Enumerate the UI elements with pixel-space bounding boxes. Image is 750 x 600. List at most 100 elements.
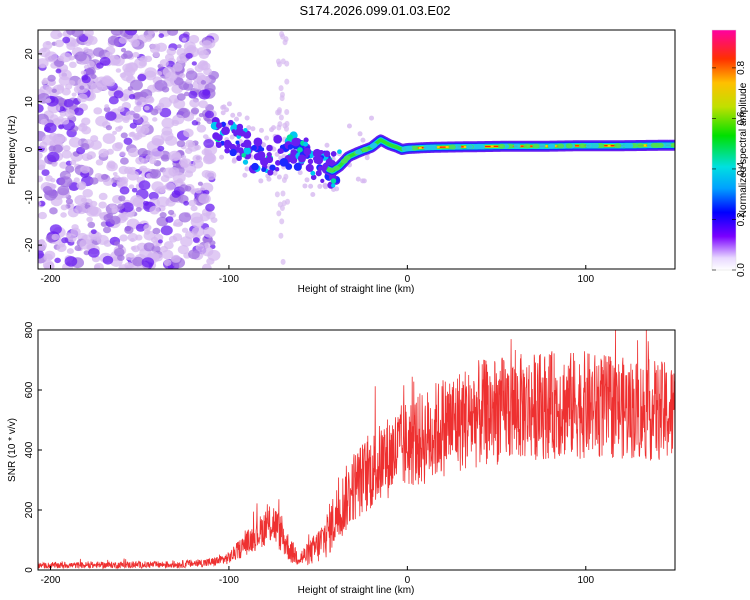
noise-blob xyxy=(79,122,86,128)
signal-blob xyxy=(237,147,244,154)
noise-blob xyxy=(127,232,138,242)
noise-blob xyxy=(189,98,200,108)
noise-blob xyxy=(137,148,148,157)
noise-blob xyxy=(276,174,282,180)
noise-blob xyxy=(203,139,215,149)
y-tick-label: 0 xyxy=(24,146,35,152)
noise-blob xyxy=(152,117,158,122)
signal-blob xyxy=(215,122,223,129)
noise-blob xyxy=(107,55,121,66)
noise-blob xyxy=(221,104,227,110)
noise-blob xyxy=(96,62,104,69)
noise-blob xyxy=(154,79,168,91)
noise-blob xyxy=(123,137,133,145)
noise-blob xyxy=(310,192,316,198)
signal-blob xyxy=(597,143,605,149)
signal-blob xyxy=(330,151,337,157)
snr-y-ticks: 800 600 400 200 0 xyxy=(24,321,42,573)
noise-blob xyxy=(84,30,94,37)
signal-blob xyxy=(585,143,593,149)
signal-blob xyxy=(454,144,462,150)
noise-blob xyxy=(168,209,175,216)
signal-blob xyxy=(277,148,284,154)
noise-blob xyxy=(166,47,177,56)
noise-blob xyxy=(229,134,235,140)
noise-blob xyxy=(132,256,144,267)
noise-blob xyxy=(250,126,256,132)
noise-blob xyxy=(82,188,94,198)
noise-blob xyxy=(219,154,225,160)
noise-blob xyxy=(281,200,287,207)
noise-blob xyxy=(85,67,96,76)
noise-blob xyxy=(87,221,96,229)
colorbar-tick-label: 0.8 xyxy=(736,61,747,75)
noise-blob xyxy=(116,114,123,120)
noise-blob xyxy=(38,249,44,259)
noise-blob xyxy=(275,58,281,65)
noise-blob xyxy=(114,247,125,257)
noise-blob xyxy=(181,37,187,42)
noise-blob xyxy=(360,137,366,143)
signal-blob xyxy=(578,143,586,149)
y-tick-label: 10 xyxy=(24,96,35,108)
noise-blob xyxy=(177,221,183,227)
noise-blob xyxy=(246,125,252,131)
noise-blob xyxy=(79,85,85,90)
spectrogram-y-ticks: 20 10 0 -10 -20 xyxy=(24,48,42,252)
noise-blob xyxy=(220,110,226,116)
signal-blob xyxy=(297,147,303,153)
noise-blob xyxy=(68,137,82,148)
noise-blob xyxy=(103,106,111,113)
noise-blob xyxy=(105,125,113,131)
signal-blob xyxy=(532,143,540,149)
noise-blob xyxy=(152,227,161,235)
noise-blob xyxy=(65,198,74,205)
noise-blob xyxy=(159,211,167,218)
signal-blob xyxy=(266,151,272,158)
noise-blob xyxy=(83,47,89,52)
noise-blob xyxy=(109,203,116,209)
noise-blob xyxy=(176,178,183,184)
signal-blob xyxy=(626,143,634,149)
signal-blob xyxy=(410,145,418,151)
snr-series-line xyxy=(38,330,675,570)
signal-blob xyxy=(523,143,531,149)
noise-blob xyxy=(58,124,65,130)
noise-blob xyxy=(278,85,284,92)
colorbar-frame xyxy=(711,29,737,271)
noise-blob xyxy=(258,178,264,184)
y-tick-label: -10 xyxy=(24,190,35,205)
noise-blob xyxy=(58,176,73,188)
noise-blob xyxy=(179,184,189,192)
colorbar-tick-label: 0.4 xyxy=(736,162,747,176)
x-tick-label: 0 xyxy=(405,274,411,285)
noise-blob xyxy=(244,166,250,172)
noise-blob xyxy=(184,230,195,240)
noise-blob xyxy=(38,164,46,171)
noise-blob xyxy=(202,227,216,238)
noise-blob xyxy=(204,170,217,181)
noise-blob xyxy=(180,158,192,167)
signal-blob xyxy=(293,162,302,171)
signal-blob xyxy=(266,156,274,164)
signal-blob xyxy=(333,165,341,171)
noise-blob xyxy=(141,158,149,165)
noise-blob xyxy=(59,161,68,169)
noise-blob xyxy=(41,169,50,176)
noise-blob xyxy=(279,95,285,102)
noise-blob xyxy=(40,63,46,68)
noise-blob xyxy=(198,193,211,204)
signal-blob xyxy=(260,147,265,152)
noise-blob xyxy=(164,182,176,191)
signal-blob xyxy=(591,143,599,149)
noise-blob xyxy=(176,93,186,101)
noise-blob xyxy=(157,145,165,152)
signal-blob xyxy=(236,155,242,162)
noise-blob xyxy=(165,71,178,82)
signal-blob xyxy=(261,167,267,173)
signal-blob xyxy=(361,147,369,153)
noise-blob xyxy=(283,173,289,180)
signal-blob xyxy=(279,157,289,167)
noise-blob xyxy=(202,134,209,139)
noise-blob xyxy=(95,159,104,166)
